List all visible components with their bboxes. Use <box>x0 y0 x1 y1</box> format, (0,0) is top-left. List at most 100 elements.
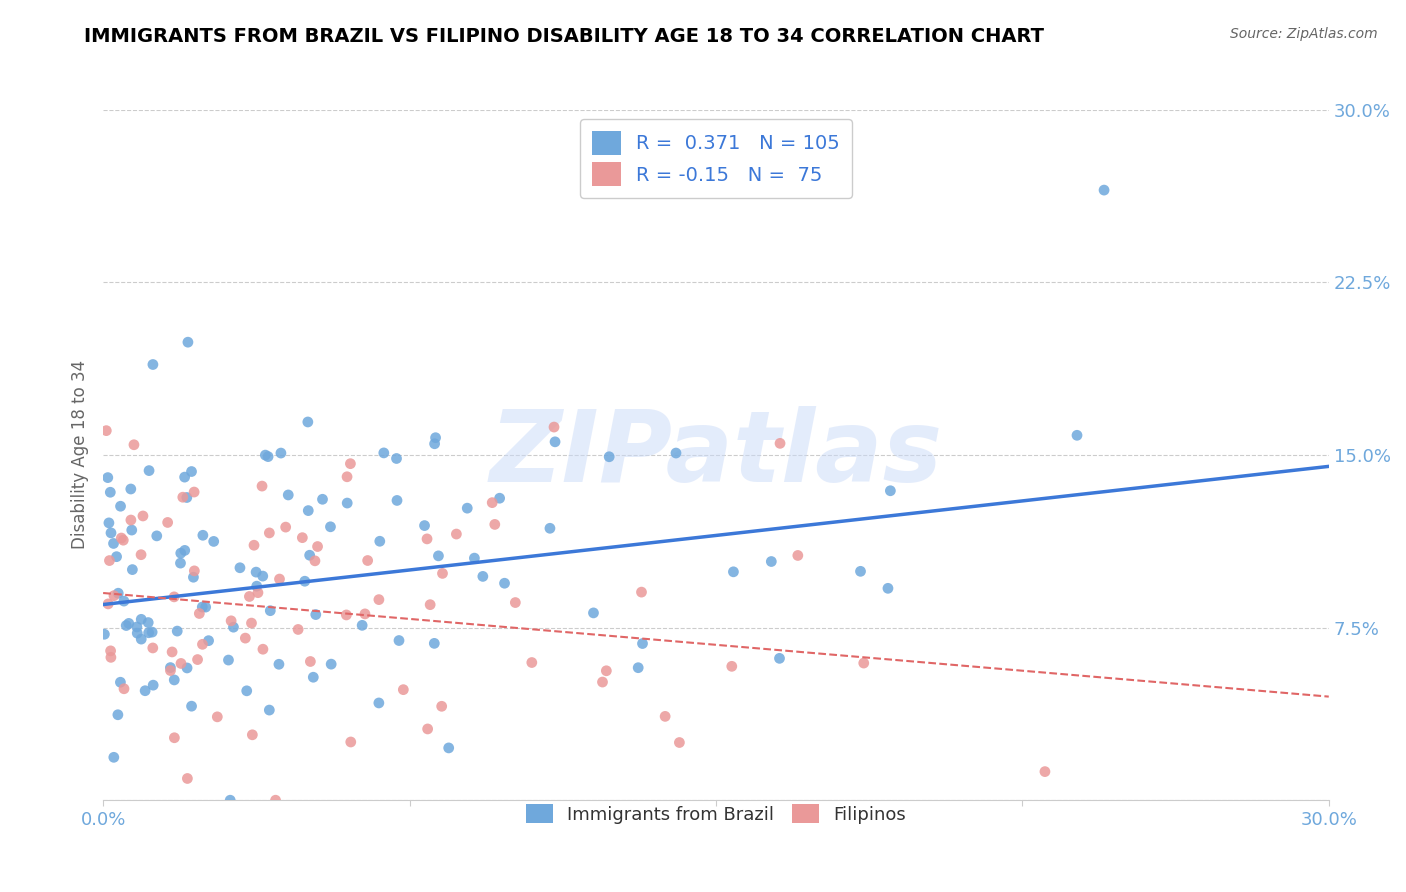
Point <box>120 513 142 527</box>
Point <box>432 566 454 581</box>
Point <box>520 656 543 670</box>
Point <box>786 549 808 563</box>
Point <box>103 589 125 603</box>
Point <box>191 600 214 615</box>
Point <box>259 604 281 618</box>
Point <box>129 548 152 562</box>
Point <box>423 636 446 650</box>
Point <box>627 661 650 675</box>
Point <box>305 607 328 622</box>
Text: IMMIGRANTS FROM BRAZIL VS FILIPINO DISABILITY AGE 18 TO 34 CORRELATION CHART: IMMIGRANTS FROM BRAZIL VS FILIPINO DISAB… <box>84 27 1045 45</box>
Point <box>219 614 242 628</box>
Point <box>159 660 181 674</box>
Point <box>97 516 120 530</box>
Point <box>176 661 198 675</box>
Point <box>187 652 209 666</box>
Point <box>254 448 277 462</box>
Point <box>336 469 359 483</box>
Point <box>170 546 193 560</box>
Point <box>1066 428 1088 442</box>
Point <box>335 607 357 622</box>
Point <box>339 457 361 471</box>
Point <box>191 528 214 542</box>
Point <box>219 793 242 807</box>
Point <box>121 523 143 537</box>
Point <box>180 465 202 479</box>
Point <box>319 520 342 534</box>
Point <box>122 438 145 452</box>
Point <box>274 520 297 534</box>
Point <box>188 607 211 621</box>
Point <box>668 735 690 749</box>
Point <box>430 699 453 714</box>
Point <box>177 335 200 350</box>
Point <box>169 556 191 570</box>
Point <box>141 625 163 640</box>
Point <box>163 731 186 745</box>
Point <box>543 420 565 434</box>
Point <box>287 623 309 637</box>
Point <box>264 793 287 807</box>
Point <box>110 500 132 514</box>
Point <box>246 585 269 599</box>
Point <box>416 722 439 736</box>
Point <box>392 682 415 697</box>
Point <box>238 590 260 604</box>
Point <box>105 549 128 564</box>
Point <box>134 683 156 698</box>
Point <box>259 703 281 717</box>
Point <box>339 735 361 749</box>
Point <box>173 543 195 558</box>
Point <box>257 450 280 464</box>
Point <box>297 415 319 429</box>
Point <box>852 656 875 670</box>
Point <box>595 664 617 678</box>
Point <box>235 683 257 698</box>
Point <box>172 490 194 504</box>
Point <box>423 436 446 450</box>
Point <box>299 655 322 669</box>
Point <box>488 491 510 506</box>
Point <box>354 607 377 621</box>
Point <box>240 728 263 742</box>
Point <box>849 565 872 579</box>
Point <box>321 657 343 672</box>
Point <box>243 538 266 552</box>
Point <box>427 549 450 563</box>
Point <box>98 485 121 500</box>
Point <box>592 675 614 690</box>
Point <box>166 624 188 638</box>
Point <box>270 446 292 460</box>
Point <box>598 450 620 464</box>
Point <box>98 553 121 567</box>
Point <box>100 525 122 540</box>
Point <box>631 636 654 650</box>
Point <box>138 464 160 478</box>
Point <box>103 750 125 764</box>
Legend: Immigrants from Brazil, Filipinos: Immigrants from Brazil, Filipinos <box>516 796 915 832</box>
Point <box>163 673 186 687</box>
Point <box>217 653 239 667</box>
Point <box>222 620 245 634</box>
Point <box>368 534 391 549</box>
Point <box>267 657 290 672</box>
Point <box>115 618 138 632</box>
Point <box>142 358 165 372</box>
Point <box>304 554 326 568</box>
Point <box>120 482 142 496</box>
Point <box>307 540 329 554</box>
Point <box>240 616 263 631</box>
Point <box>121 563 143 577</box>
Point <box>129 612 152 626</box>
Point <box>100 644 122 658</box>
Point <box>110 675 132 690</box>
Point <box>446 527 468 541</box>
Point <box>138 625 160 640</box>
Point <box>879 483 901 498</box>
Point <box>336 496 359 510</box>
Point <box>419 598 441 612</box>
Point <box>269 572 291 586</box>
Point <box>180 699 202 714</box>
Point <box>630 585 652 599</box>
Point <box>191 637 214 651</box>
